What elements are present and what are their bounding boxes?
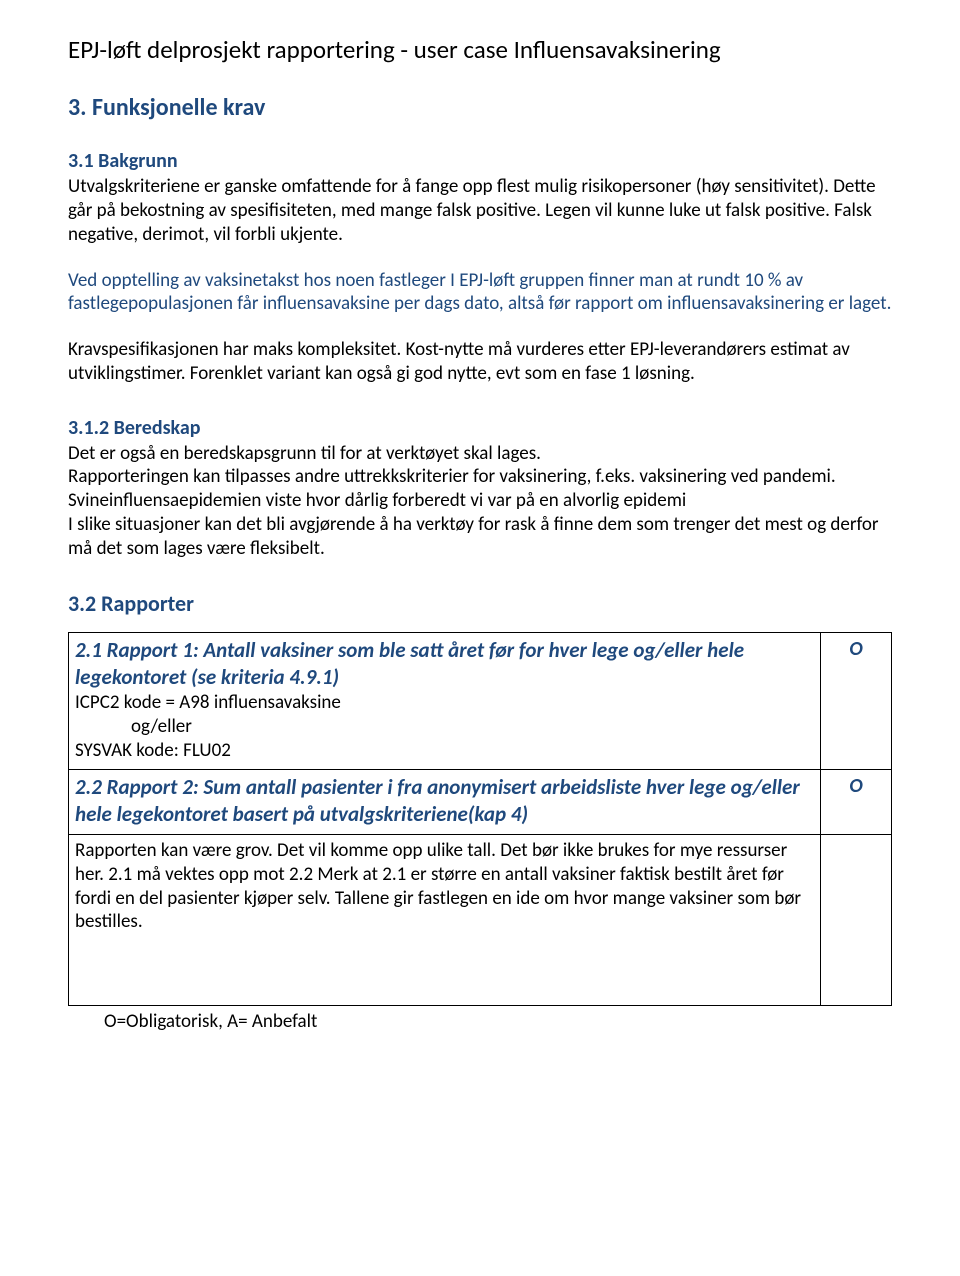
- report2-cell: 2.2 Rapport 2: Sum antall pasienter i fr…: [69, 769, 821, 835]
- report-table: 2.1 Rapport 1: Antall vaksiner som ble s…: [68, 632, 892, 1006]
- section-31-title: 3.1 Bakgrunn: [68, 149, 892, 174]
- report-note-cell: Rapporten kan være grov. Det vil komme o…: [69, 835, 821, 1006]
- page-title: EPJ-løft delprosjekt rapportering - user…: [68, 34, 892, 65]
- section-31-p3: Kravspesifikasjonen har maks kompleksite…: [68, 338, 892, 386]
- report1-cell: 2.1 Rapport 1: Antall vaksiner som ble s…: [69, 632, 821, 769]
- table-row: 2.1 Rapport 1: Antall vaksiner som ble s…: [69, 632, 892, 769]
- report1-line1: ICPC2 kode = A98 influensavaksine: [75, 691, 814, 715]
- table-row: Rapporten kan være grov. Det vil komme o…: [69, 835, 892, 1006]
- report2-code: O: [821, 769, 892, 835]
- report1-line2: og/eller: [75, 715, 814, 739]
- section-31-p2: Ved opptelling av vaksinetakst hos noen …: [68, 269, 892, 317]
- report1-line3: SYSVAK kode: FLU02: [75, 739, 814, 763]
- section-3-title: 3. Funksjonelle krav: [68, 93, 892, 123]
- section-312-p1: Det er også en beredskapsgrunn til for a…: [68, 442, 892, 466]
- report-note-body: Rapporten kan være grov. Det vil komme o…: [75, 839, 814, 934]
- section-312-p2: Rapporteringen kan tilpasses andre uttre…: [68, 465, 892, 513]
- section-312-p3: I slike situasjoner kan det bli avgjøren…: [68, 513, 892, 561]
- section-312-title: 3.1.2 Beredskap: [68, 416, 892, 441]
- section-32-title: 3.2 Rapporter: [68, 590, 892, 618]
- report1-code: O: [821, 632, 892, 769]
- table-row: 2.2 Rapport 2: Sum antall pasienter i fr…: [69, 769, 892, 835]
- report2-title: 2.2 Rapport 2: Sum antall pasienter i fr…: [75, 774, 814, 829]
- section-31-p1: Utvalgskriteriene er ganske omfattende f…: [68, 175, 892, 246]
- report-note-code: [821, 835, 892, 1006]
- report1-title: 2.1 Rapport 1: Antall vaksiner som ble s…: [75, 637, 814, 692]
- footer-legend: O=Obligatorisk, A= Anbefalt: [68, 1010, 892, 1034]
